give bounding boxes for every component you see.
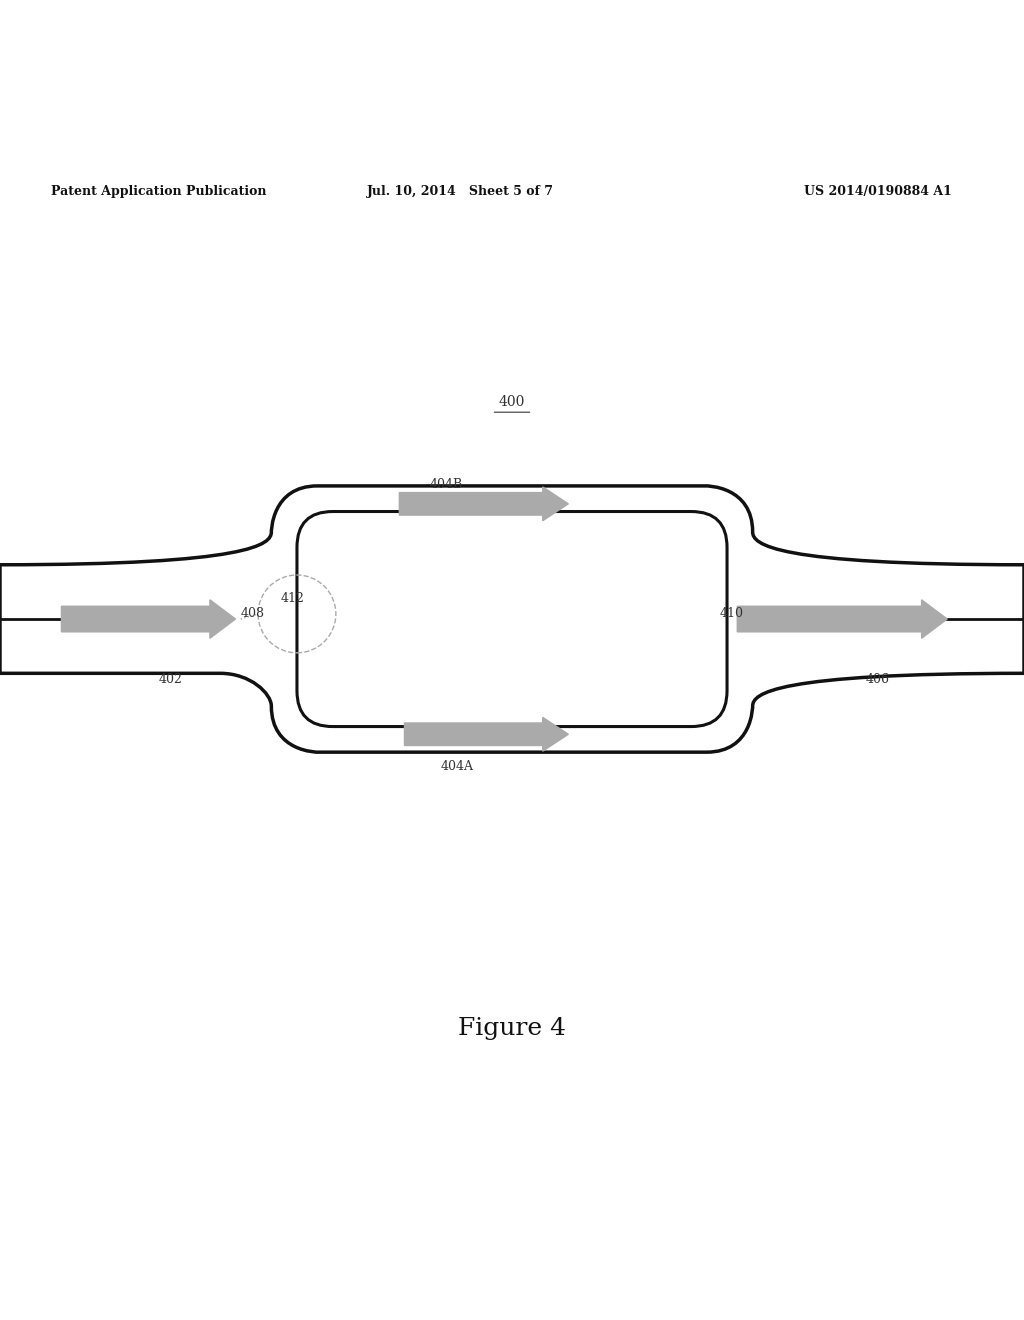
Text: 410: 410 xyxy=(720,607,743,620)
Text: 408: 408 xyxy=(241,607,264,620)
Text: 412: 412 xyxy=(281,593,304,605)
Text: 404B: 404B xyxy=(430,478,463,491)
FancyArrow shape xyxy=(737,599,947,639)
FancyArrow shape xyxy=(61,599,236,639)
PathPatch shape xyxy=(0,486,1024,752)
FancyArrow shape xyxy=(399,487,568,520)
Text: Patent Application Publication: Patent Application Publication xyxy=(51,185,266,198)
Text: 400: 400 xyxy=(499,395,525,409)
Text: 404A: 404A xyxy=(440,759,473,772)
Text: Figure 4: Figure 4 xyxy=(458,1018,566,1040)
Text: Jul. 10, 2014   Sheet 5 of 7: Jul. 10, 2014 Sheet 5 of 7 xyxy=(368,185,554,198)
FancyArrow shape xyxy=(404,717,568,751)
Text: 402: 402 xyxy=(159,673,182,685)
Text: 406: 406 xyxy=(865,673,889,685)
Text: US 2014/0190884 A1: US 2014/0190884 A1 xyxy=(805,185,952,198)
